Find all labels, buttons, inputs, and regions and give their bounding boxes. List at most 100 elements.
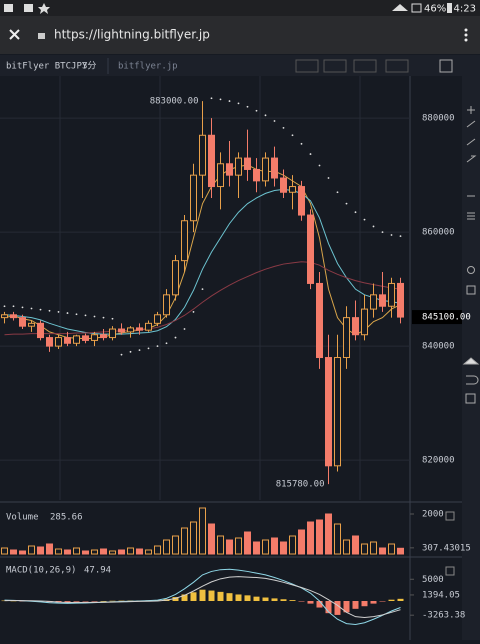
candle-body — [397, 282, 404, 318]
tool-icon[interactable] — [466, 375, 479, 385]
sar-dot — [282, 126, 285, 129]
url[interactable]: https://lightning.bitflyer.jp — [54, 28, 210, 42]
last-price-box — [412, 310, 462, 325]
candle-body — [370, 294, 377, 310]
battery: 46% — [424, 4, 446, 15]
tool-icon[interactable] — [466, 155, 477, 163]
candle-body — [82, 335, 89, 341]
candle-body — [181, 220, 188, 262]
macd-histogram — [208, 590, 215, 601]
candle-body — [199, 134, 206, 176]
status-icon — [38, 3, 50, 14]
status-icon — [4, 4, 13, 12]
candle-body — [289, 186, 296, 193]
chart-area — [0, 76, 462, 640]
tool-icon[interactable] — [462, 357, 480, 365]
volume-bar — [379, 547, 386, 555]
volume-bar — [343, 539, 350, 555]
sar-dot — [66, 312, 69, 314]
volume-bar — [181, 527, 188, 555]
candle-body — [262, 157, 269, 182]
volume-bar — [253, 541, 260, 555]
tool-button[interactable] — [323, 59, 347, 73]
pane-close[interactable] — [445, 511, 455, 521]
sar-dot — [246, 105, 249, 108]
tool-icon[interactable] — [465, 393, 476, 404]
tool-icon[interactable] — [467, 106, 475, 114]
volume-bar — [19, 550, 26, 555]
candle-body — [343, 317, 350, 359]
candle-body — [217, 163, 224, 188]
tool-icons — [462, 106, 480, 404]
macd-histogram — [181, 594, 188, 601]
candle-body — [37, 322, 44, 339]
sar-dot — [84, 314, 87, 317]
volume-bar — [10, 549, 17, 555]
browser-bar — [0, 16, 480, 54]
candle-body — [10, 314, 17, 319]
pane-title: MACD(10,26,9) — [6, 566, 76, 576]
sar-dot — [318, 164, 321, 167]
y-tick-label: -3263.38 — [422, 611, 465, 621]
volume-bar — [289, 535, 296, 555]
sar-dot — [165, 342, 168, 345]
candle-body — [226, 163, 233, 176]
candle-body — [46, 337, 53, 347]
macd-histogram — [307, 601, 314, 604]
price-annotation: 883000.00 — [150, 97, 199, 107]
sar-dot — [291, 134, 294, 137]
volume-bar — [118, 549, 125, 555]
sar-dot — [381, 231, 384, 234]
volume-bar — [145, 549, 152, 555]
candle-body — [64, 337, 71, 344]
pane-close[interactable] — [445, 566, 455, 576]
tool-icon[interactable] — [466, 120, 476, 128]
tool-icon[interactable] — [467, 212, 475, 220]
tool-button[interactable] — [295, 59, 319, 73]
macd-histogram — [379, 601, 386, 602]
sar-dot — [327, 177, 330, 179]
site[interactable]: bitflyer.jp — [118, 62, 178, 72]
pane-title: Volume — [6, 513, 39, 523]
close-button[interactable] — [9, 29, 20, 40]
sar-dot — [111, 317, 114, 320]
interval[interactable]: 3分 — [82, 61, 96, 72]
macd-histogram — [316, 601, 323, 608]
volume-bar — [325, 513, 332, 555]
sar-dot — [345, 202, 348, 205]
indicator-line — [4, 188, 401, 335]
candle-body — [271, 157, 278, 179]
tool-icon[interactable] — [466, 138, 476, 146]
volume-bar — [370, 541, 377, 555]
volume-bar — [55, 548, 62, 555]
candle-body — [253, 168, 260, 182]
sar-dot — [174, 336, 177, 339]
macd-histogram — [253, 596, 260, 601]
sar-dot — [48, 309, 51, 312]
volume-bar — [163, 539, 170, 555]
tool-icon[interactable] — [466, 285, 476, 295]
candle-body — [325, 357, 332, 467]
sar-dot — [228, 100, 231, 102]
sar-dot — [219, 98, 222, 101]
tool-button[interactable] — [353, 59, 377, 73]
sar-dot — [399, 235, 402, 238]
menu-button[interactable] — [464, 28, 468, 32]
tool-button[interactable] — [385, 59, 409, 73]
symbol[interactable]: bitFlyer BTCJPY — [6, 62, 88, 72]
macd-histogram — [289, 600, 296, 601]
sar-dot — [300, 142, 303, 145]
macd-histogram — [82, 601, 89, 602]
candle-body — [235, 157, 242, 176]
volume-bar — [82, 550, 89, 555]
volume-bar — [109, 550, 116, 555]
volume-bar — [307, 521, 314, 555]
volume-bar — [190, 521, 197, 555]
tool-button[interactable] — [439, 59, 453, 73]
tool-icon[interactable] — [467, 266, 475, 274]
indicator-line — [4, 568, 401, 625]
candle-body — [127, 327, 134, 333]
wifi-icon — [392, 4, 408, 11]
candle-body — [163, 294, 170, 316]
macd-histogram — [352, 601, 359, 609]
